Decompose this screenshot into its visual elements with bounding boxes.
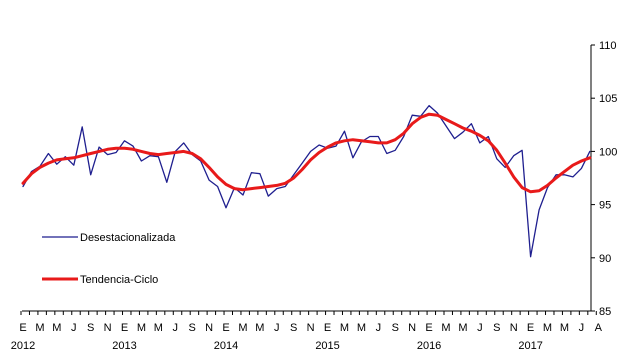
- x-month-label: M: [238, 322, 247, 334]
- x-year-label: 2016: [417, 340, 441, 350]
- x-year-label: 2012: [11, 340, 35, 350]
- x-month-label: A: [595, 322, 603, 334]
- x-month-label: M: [560, 322, 569, 334]
- x-month-label: M: [441, 322, 450, 334]
- x-month-label: M: [357, 322, 366, 334]
- x-month-label: S: [87, 322, 94, 334]
- x-month-label: S: [493, 322, 500, 334]
- x-year-label: 2014: [214, 340, 238, 350]
- y-tick-label: 85: [599, 306, 611, 318]
- x-month-label: N: [104, 322, 112, 334]
- y-tick-label: 100: [599, 146, 617, 158]
- series-line-tendencia-ciclo: [21, 112, 592, 194]
- x-month-label: M: [340, 322, 349, 334]
- x-month-label: E: [425, 322, 432, 334]
- x-month-label: M: [255, 322, 264, 334]
- legend-label-tendencia-ciclo: Tendencia-Ciclo: [80, 274, 158, 286]
- x-month-label: N: [205, 322, 213, 334]
- x-month-label: E: [527, 322, 534, 334]
- x-month-label: S: [189, 322, 196, 334]
- x-month-label: J: [376, 322, 382, 334]
- y-tick-label: 110: [599, 40, 617, 52]
- x-month-label: M: [154, 322, 163, 334]
- series-line-desestacionalizada: [22, 104, 591, 258]
- x-month-label: E: [19, 322, 26, 334]
- x-month-label: M: [35, 322, 44, 334]
- x-month-label: E: [222, 322, 229, 334]
- x-month-label: S: [392, 322, 399, 334]
- x-year-label: 2013: [112, 340, 136, 350]
- y-tick-label: 95: [599, 200, 611, 212]
- x-month-label: M: [52, 322, 61, 334]
- legend-label-desestacionalizada: Desestacionalizada: [80, 232, 176, 244]
- x-year-label: 2017: [518, 340, 542, 350]
- x-month-label: N: [408, 322, 416, 334]
- x-month-label: N: [307, 322, 315, 334]
- x-month-label: M: [543, 322, 552, 334]
- x-month-label: E: [121, 322, 128, 334]
- x-month-label: M: [137, 322, 146, 334]
- x-month-label: J: [173, 322, 179, 334]
- y-tick-label: 90: [599, 253, 611, 265]
- x-year-label: 2015: [315, 340, 339, 350]
- y-tick-label: 105: [599, 93, 617, 105]
- x-month-label: J: [71, 322, 77, 334]
- x-month-label: J: [477, 322, 483, 334]
- x-month-label: E: [324, 322, 331, 334]
- x-month-label: J: [274, 322, 280, 334]
- x-month-label: M: [458, 322, 467, 334]
- x-month-label: J: [579, 322, 585, 334]
- x-month-label: N: [510, 322, 518, 334]
- x-month-label: S: [290, 322, 297, 334]
